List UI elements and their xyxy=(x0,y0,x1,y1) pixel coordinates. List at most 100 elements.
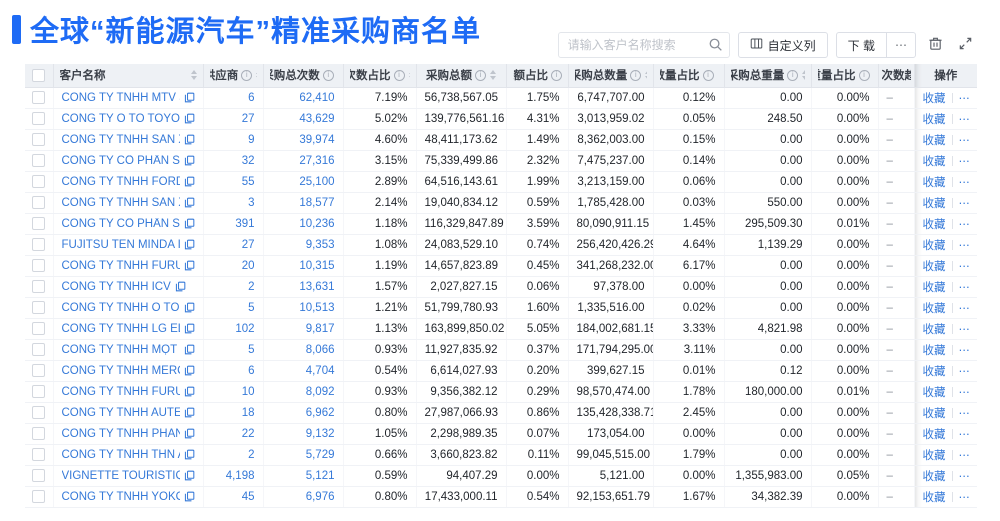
sort-icon[interactable] xyxy=(802,70,805,81)
info-icon[interactable] xyxy=(787,69,799,81)
favorite-button[interactable]: 收藏 xyxy=(922,176,946,189)
row-checkbox[interactable] xyxy=(32,133,46,146)
customer-name-link[interactable]: CÔNG TY CỔ PHẦN SẢN XUẤT... xyxy=(61,217,180,230)
row-checkbox[interactable] xyxy=(32,364,46,377)
row-checkbox[interactable] xyxy=(32,217,46,230)
customer-name-link[interactable]: CÔNG TY TNHH FORD VIỆT NAM xyxy=(61,175,180,188)
customer-name-link[interactable]: CÔNG TY TNHH MTV SẢN XUẤ... xyxy=(61,91,180,104)
favorite-button[interactable]: 收藏 xyxy=(922,218,946,231)
favorite-button[interactable]: 收藏 xyxy=(922,155,946,168)
sort-icon[interactable] xyxy=(490,70,496,81)
customer-name-link[interactable]: FUJITSU TEN MINDA INDIA PVT... xyxy=(61,238,180,251)
row-checkbox[interactable] xyxy=(32,427,46,440)
row-checkbox[interactable] xyxy=(32,238,46,251)
favorite-button[interactable]: 收藏 xyxy=(922,428,946,441)
info-icon[interactable] xyxy=(702,69,714,81)
favorite-button[interactable]: 收藏 xyxy=(922,365,946,378)
favorite-button[interactable]: 收藏 xyxy=(922,323,946,336)
copy-icon[interactable] xyxy=(184,176,195,187)
info-icon[interactable] xyxy=(475,69,486,81)
row-more-button[interactable]: ⋯ xyxy=(958,260,971,273)
favorite-button[interactable]: 收藏 xyxy=(922,344,946,357)
customer-name-link[interactable]: CÔNG TY TNHH SẢN XUẤT VÀ ... xyxy=(61,196,180,209)
customer-name-link[interactable]: CÔNG TY Ô TÔ TOYOTA VIỆT ... xyxy=(61,112,180,125)
copy-icon[interactable] xyxy=(184,323,195,334)
customer-name-link[interactable]: CÔNG TY TNHH MỘT THÀNH V... xyxy=(61,343,180,356)
favorite-button[interactable]: 收藏 xyxy=(922,92,946,105)
favorite-button[interactable]: 收藏 xyxy=(922,134,946,147)
info-icon[interactable] xyxy=(551,69,562,81)
favorite-button[interactable]: 收藏 xyxy=(922,449,946,462)
favorite-button[interactable]: 收藏 xyxy=(922,302,946,315)
row-more-button[interactable]: ⋯ xyxy=(958,470,971,483)
search-input[interactable] xyxy=(557,32,730,58)
customer-name-link[interactable]: CÔNG TY TNHH FURUKAWA A... xyxy=(61,385,180,398)
copy-icon[interactable] xyxy=(184,365,195,376)
fullscreen-button[interactable] xyxy=(954,32,976,58)
customer-name-link[interactable]: CÔNG TY CỔ PHẦN SẢN XUẤT... xyxy=(61,154,180,167)
row-checkbox[interactable] xyxy=(32,301,46,314)
row-more-button[interactable]: ⋯ xyxy=(958,449,971,462)
row-checkbox[interactable] xyxy=(32,259,46,272)
customer-name-link[interactable]: CÔNG TY TNHH PHÂN PHỐI T... xyxy=(61,427,180,440)
copy-icon[interactable] xyxy=(184,113,195,124)
copy-icon[interactable] xyxy=(184,218,195,229)
row-more-button[interactable]: ⋯ xyxy=(958,155,971,168)
copy-icon[interactable] xyxy=(184,449,195,460)
copy-icon[interactable] xyxy=(184,470,195,481)
copy-icon[interactable] xyxy=(184,407,195,418)
row-checkbox[interactable] xyxy=(32,112,46,125)
row-checkbox[interactable] xyxy=(32,385,46,398)
download-button[interactable]: 下 载 xyxy=(835,32,887,58)
download-more-button[interactable]: ⋯ xyxy=(886,32,916,58)
row-more-button[interactable]: ⋯ xyxy=(958,323,971,336)
row-checkbox[interactable] xyxy=(32,91,46,104)
customer-name-link[interactable]: CÔNG TY TNHH LG ELECTRON... xyxy=(61,322,180,335)
row-checkbox[interactable] xyxy=(32,343,46,356)
row-more-button[interactable]: ⋯ xyxy=(958,281,971,294)
copy-icon[interactable] xyxy=(184,134,195,145)
favorite-button[interactable]: 收藏 xyxy=(922,197,946,210)
copy-icon[interactable] xyxy=(184,428,195,439)
row-more-button[interactable]: ⋯ xyxy=(958,344,971,357)
copy-icon[interactable] xyxy=(184,92,195,103)
favorite-button[interactable]: 收藏 xyxy=(922,386,946,399)
row-more-button[interactable]: ⋯ xyxy=(958,197,971,210)
sort-icon[interactable] xyxy=(408,70,410,81)
row-more-button[interactable]: ⋯ xyxy=(958,407,971,420)
copy-icon[interactable] xyxy=(184,491,195,502)
row-more-button[interactable]: ⋯ xyxy=(958,491,971,504)
row-checkbox[interactable] xyxy=(32,490,46,503)
sort-icon[interactable] xyxy=(645,70,647,81)
row-more-button[interactable]: ⋯ xyxy=(958,134,971,147)
copy-icon[interactable] xyxy=(184,197,195,208)
copy-icon[interactable] xyxy=(184,302,195,313)
info-icon[interactable] xyxy=(322,69,334,81)
favorite-button[interactable]: 收藏 xyxy=(922,491,946,504)
info-icon[interactable] xyxy=(241,69,253,81)
row-more-button[interactable]: ⋯ xyxy=(958,92,971,105)
info-icon[interactable] xyxy=(858,69,870,81)
row-checkbox[interactable] xyxy=(32,406,46,419)
row-checkbox[interactable] xyxy=(32,175,46,188)
customer-name-link[interactable]: VIGNETTE TOURISTIQUE G UNI... xyxy=(61,469,180,482)
copy-icon[interactable] xyxy=(175,281,186,292)
copy-icon[interactable] xyxy=(184,155,195,166)
row-more-button[interactable]: ⋯ xyxy=(958,218,971,231)
row-checkbox[interactable] xyxy=(32,196,46,209)
sort-icon[interactable] xyxy=(190,70,197,81)
row-more-button[interactable]: ⋯ xyxy=(958,239,971,252)
row-more-button[interactable]: ⋯ xyxy=(958,113,971,126)
favorite-button[interactable]: 收藏 xyxy=(922,470,946,483)
row-more-button[interactable]: ⋯ xyxy=(958,428,971,441)
favorite-button[interactable]: 收藏 xyxy=(922,407,946,420)
search-icon[interactable] xyxy=(708,37,723,57)
row-checkbox[interactable] xyxy=(32,280,46,293)
row-more-button[interactable]: ⋯ xyxy=(958,386,971,399)
customer-name-link[interactable]: CÔNG TY TNHH THN AUTOPAR... xyxy=(61,448,180,461)
favorite-button[interactable]: 收藏 xyxy=(922,260,946,273)
row-checkbox[interactable] xyxy=(32,154,46,167)
customer-name-link[interactable]: CÔNG TY TNHH SẢN XUẤT VÀ ... xyxy=(61,133,180,146)
row-checkbox[interactable] xyxy=(32,469,46,482)
info-icon[interactable] xyxy=(393,69,405,81)
